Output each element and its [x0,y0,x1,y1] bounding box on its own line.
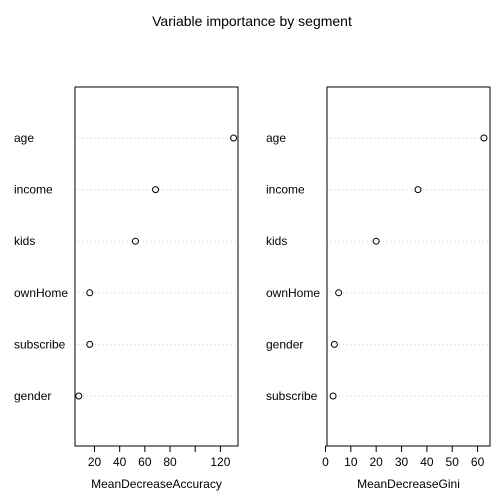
row-label-gender: gender [266,337,303,351]
x-tick-label: 60 [471,455,485,469]
row-label-gender: gender [14,389,51,403]
row-label-income: income [266,183,305,197]
x-axis-title: MeanDecreaseAccuracy [91,477,222,491]
panel-1: age income kids ownHome subscribe gender 20 40 6… [14,86,239,491]
data-point-kids [372,237,380,245]
x-tick-label: 30 [395,455,409,469]
data-point-ownHome [86,289,94,297]
x-tick-label: 20 [369,455,383,469]
panel-2: age income kids ownHome gender subscribe 0 10 20… [266,86,491,491]
data-point-income [152,186,160,194]
data-point-subscribe [329,392,337,400]
data-point-ownHome [335,289,343,297]
row-label-income: income [14,183,53,197]
x-tick-label: 20 [88,455,102,469]
row-label-ownHome: ownHome [14,286,68,300]
row-label-subscribe: subscribe [266,389,318,403]
row-label-kids: kids [14,234,35,248]
data-point-age [230,134,238,142]
row-label-subscribe: subscribe [14,337,66,351]
row-label-kids: kids [266,234,287,248]
data-point-age [480,134,488,142]
data-point-gender [75,392,83,400]
x-tick-label: 0 [322,455,329,469]
figure-title: Variable importance by segment [152,13,352,29]
data-point-subscribe [86,340,94,348]
data-point-income [414,186,422,194]
data-point-kids [131,237,139,245]
x-tick-label: 120 [210,455,230,469]
plot-frame [74,86,239,447]
chart-panels: age income kids ownHome subscribe gender 20 40 6… [14,86,491,491]
row-label-age: age [266,131,286,145]
x-tick-label: 80 [163,455,177,469]
data-point-gender [330,340,338,348]
x-tick-label: 10 [344,455,358,469]
row-label-ownHome: ownHome [266,286,320,300]
row-label-age: age [14,131,34,145]
x-tick-label: 50 [446,455,460,469]
x-tick-label: 60 [138,455,152,469]
x-tick-label: 40 [113,455,127,469]
x-axis-title: MeanDecreaseGini [357,477,460,491]
plot-frame [326,86,491,447]
x-tick-label: 40 [420,455,434,469]
